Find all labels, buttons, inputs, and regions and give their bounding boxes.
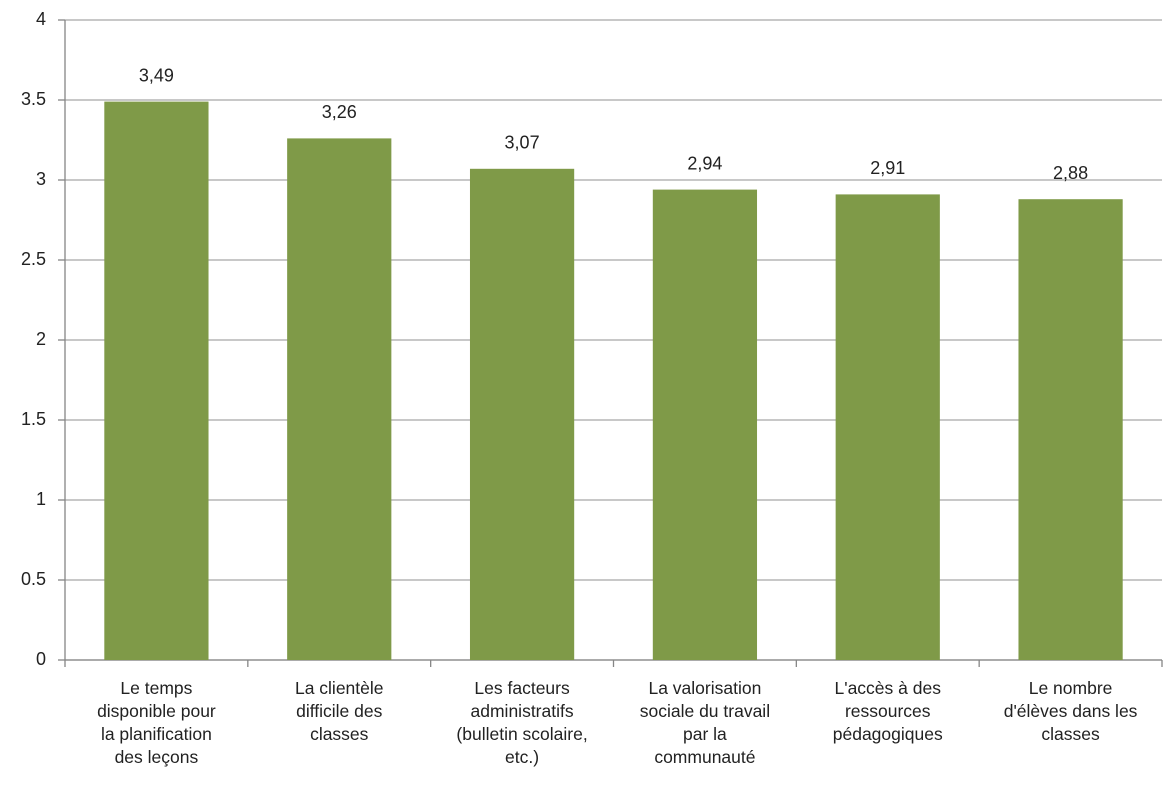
x-tick-label-box: La valorisation sociale du travail par l… [639,678,771,767]
value-label: 2,94 [687,153,722,173]
bar [652,189,758,660]
bar [1018,199,1123,660]
y-tick-label: 2.5 [21,249,46,269]
bar [469,168,575,661]
x-tick-label-box: Les facteurs administratifs (bulletin sc… [456,678,588,767]
x-tick-label-box: Le temps disponible pour la planificatio… [97,678,216,767]
value-label: 2,88 [1053,163,1088,183]
value-label: 3,07 [505,133,540,153]
y-tick-label: 1 [36,489,46,509]
value-label: 3,49 [139,65,174,85]
x-tick-label-box: La clientèle difficile des classes [294,678,384,744]
y-tick-label: 1.5 [21,409,46,429]
x-tick-label: La clientèle difficile des classes [294,678,384,744]
x-tick-label: L'accès à des ressources pédagogiques [832,678,943,744]
y-tick-label: 4 [36,9,46,29]
y-tick-label: 2 [36,329,46,349]
value-label: 2,91 [870,158,905,178]
bar [835,194,940,660]
bar [104,101,209,661]
x-tick-label: Le temps disponible pour la planificatio… [97,678,216,767]
y-tick-label: 0.5 [21,569,46,589]
y-tick-label: 3.5 [21,89,46,109]
x-tick-label: Le nombre d'élèves dans les classes [1003,678,1138,744]
y-tick-label: 0 [36,649,46,669]
x-tick-label-box: L'accès à des ressources pédagogiques [832,678,943,744]
x-tick-label: La valorisation sociale du travail par l… [639,678,771,767]
x-tick-label: Les facteurs administratifs (bulletin sc… [456,678,588,767]
y-tick-label: 3 [36,169,46,189]
x-tick-label-box: Le nombre d'élèves dans les classes [1003,678,1138,744]
value-label: 3,26 [322,102,357,122]
bar [287,138,392,660]
